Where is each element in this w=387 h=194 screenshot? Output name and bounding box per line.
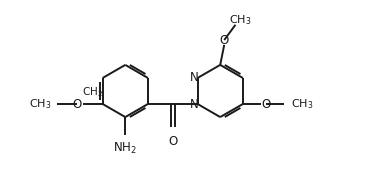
Text: CH$_3$: CH$_3$ (29, 97, 51, 111)
Text: CH$_3$: CH$_3$ (229, 13, 252, 27)
Text: CH$_3$: CH$_3$ (291, 97, 313, 111)
Text: N: N (190, 98, 199, 111)
Text: NH$_2$: NH$_2$ (113, 141, 137, 156)
Text: O: O (168, 134, 177, 147)
Text: O: O (219, 34, 229, 47)
Text: O: O (73, 98, 82, 111)
Text: N: N (190, 71, 199, 84)
Text: O: O (262, 98, 271, 111)
Text: CH$_2$: CH$_2$ (82, 85, 103, 99)
